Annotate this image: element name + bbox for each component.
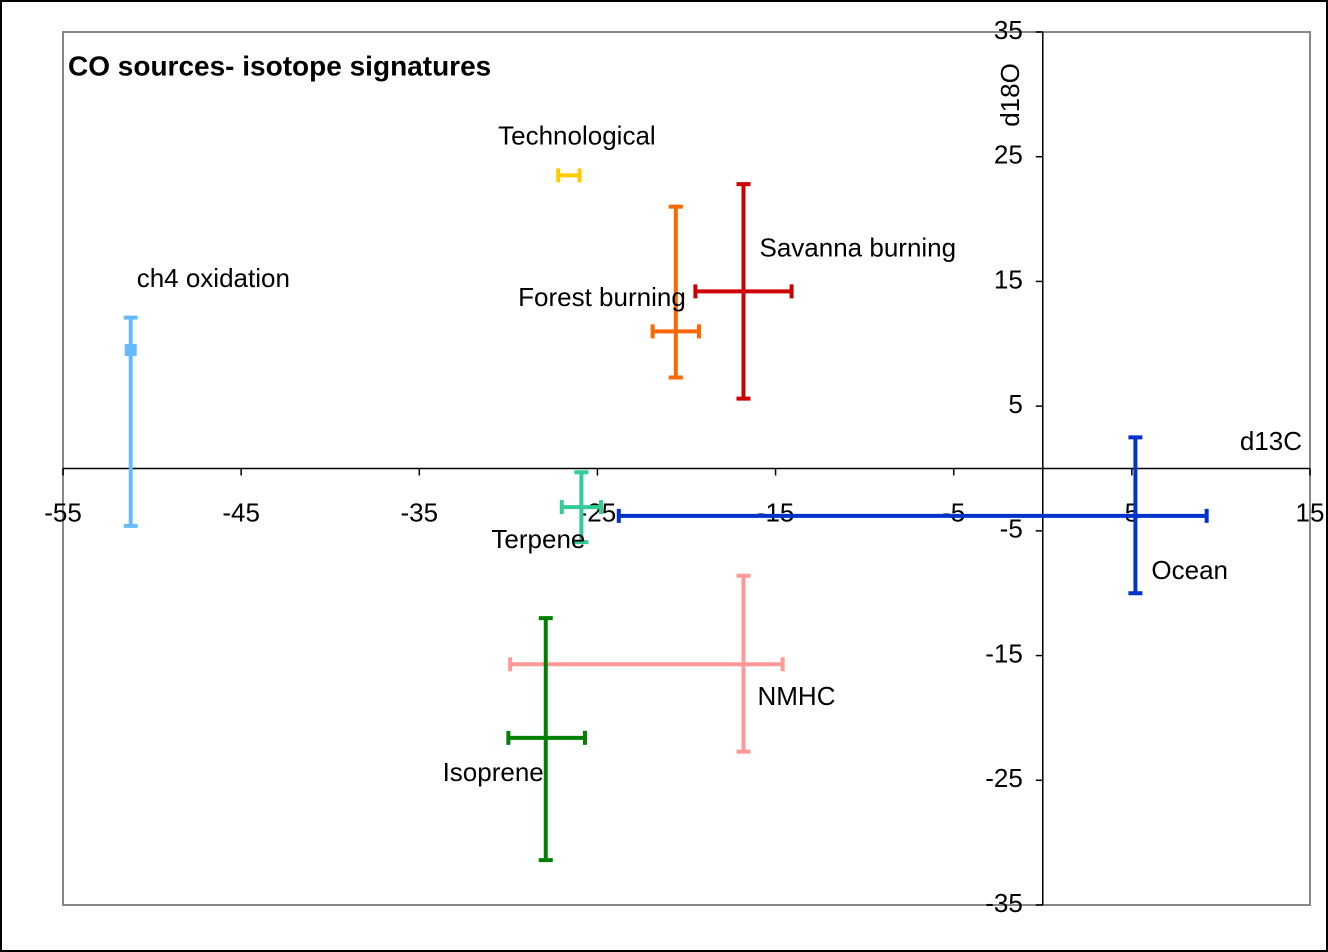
point (124, 344, 137, 357)
y-tick-label: 25 (994, 140, 1023, 170)
x-error-bar (616, 508, 1209, 523)
x-tick-label: -45 (222, 497, 260, 527)
x-tick-label: -15 (757, 497, 795, 527)
series-label: Ocean (1151, 555, 1228, 585)
y-axis-title: d18O (995, 63, 1025, 127)
series-label: Terpene (491, 524, 585, 554)
y-tick-label: 35 (994, 15, 1023, 45)
y-error-bar (538, 616, 553, 863)
y-error-bar (574, 470, 589, 545)
y-error-bar (668, 204, 683, 380)
x-tick-label: 15 (1296, 497, 1325, 527)
x-tick-label: -55 (44, 497, 82, 527)
y-tick-label: -15 (985, 638, 1023, 668)
y-tick-label: 5 (1008, 389, 1022, 419)
y-tick-label: -35 (985, 888, 1023, 918)
series-label: Savanna burning (760, 232, 957, 262)
y-tick-label: 15 (994, 264, 1023, 294)
series-label: NMHC (758, 681, 836, 711)
y-tick-label: -25 (985, 763, 1023, 793)
series-label: Forest burning (518, 282, 686, 312)
series-label: Technological (498, 120, 656, 150)
chart-title: CO sources- isotope signatures (68, 50, 491, 81)
x-error-bar (556, 168, 582, 183)
y-error-bar (736, 182, 751, 401)
series-label: ch4 oxidation (137, 263, 290, 293)
x-axis-title: d13C (1240, 426, 1302, 456)
x-tick-label: -35 (400, 497, 438, 527)
series-label: Isoprene (443, 757, 544, 787)
y-tick-label: -5 (1000, 514, 1023, 544)
x-error-bar (508, 657, 785, 672)
y-error-bar (736, 573, 751, 754)
x-tick-label: -25 (579, 497, 617, 527)
y-error-bar (1128, 435, 1143, 596)
x-tick-label: -5 (942, 497, 965, 527)
